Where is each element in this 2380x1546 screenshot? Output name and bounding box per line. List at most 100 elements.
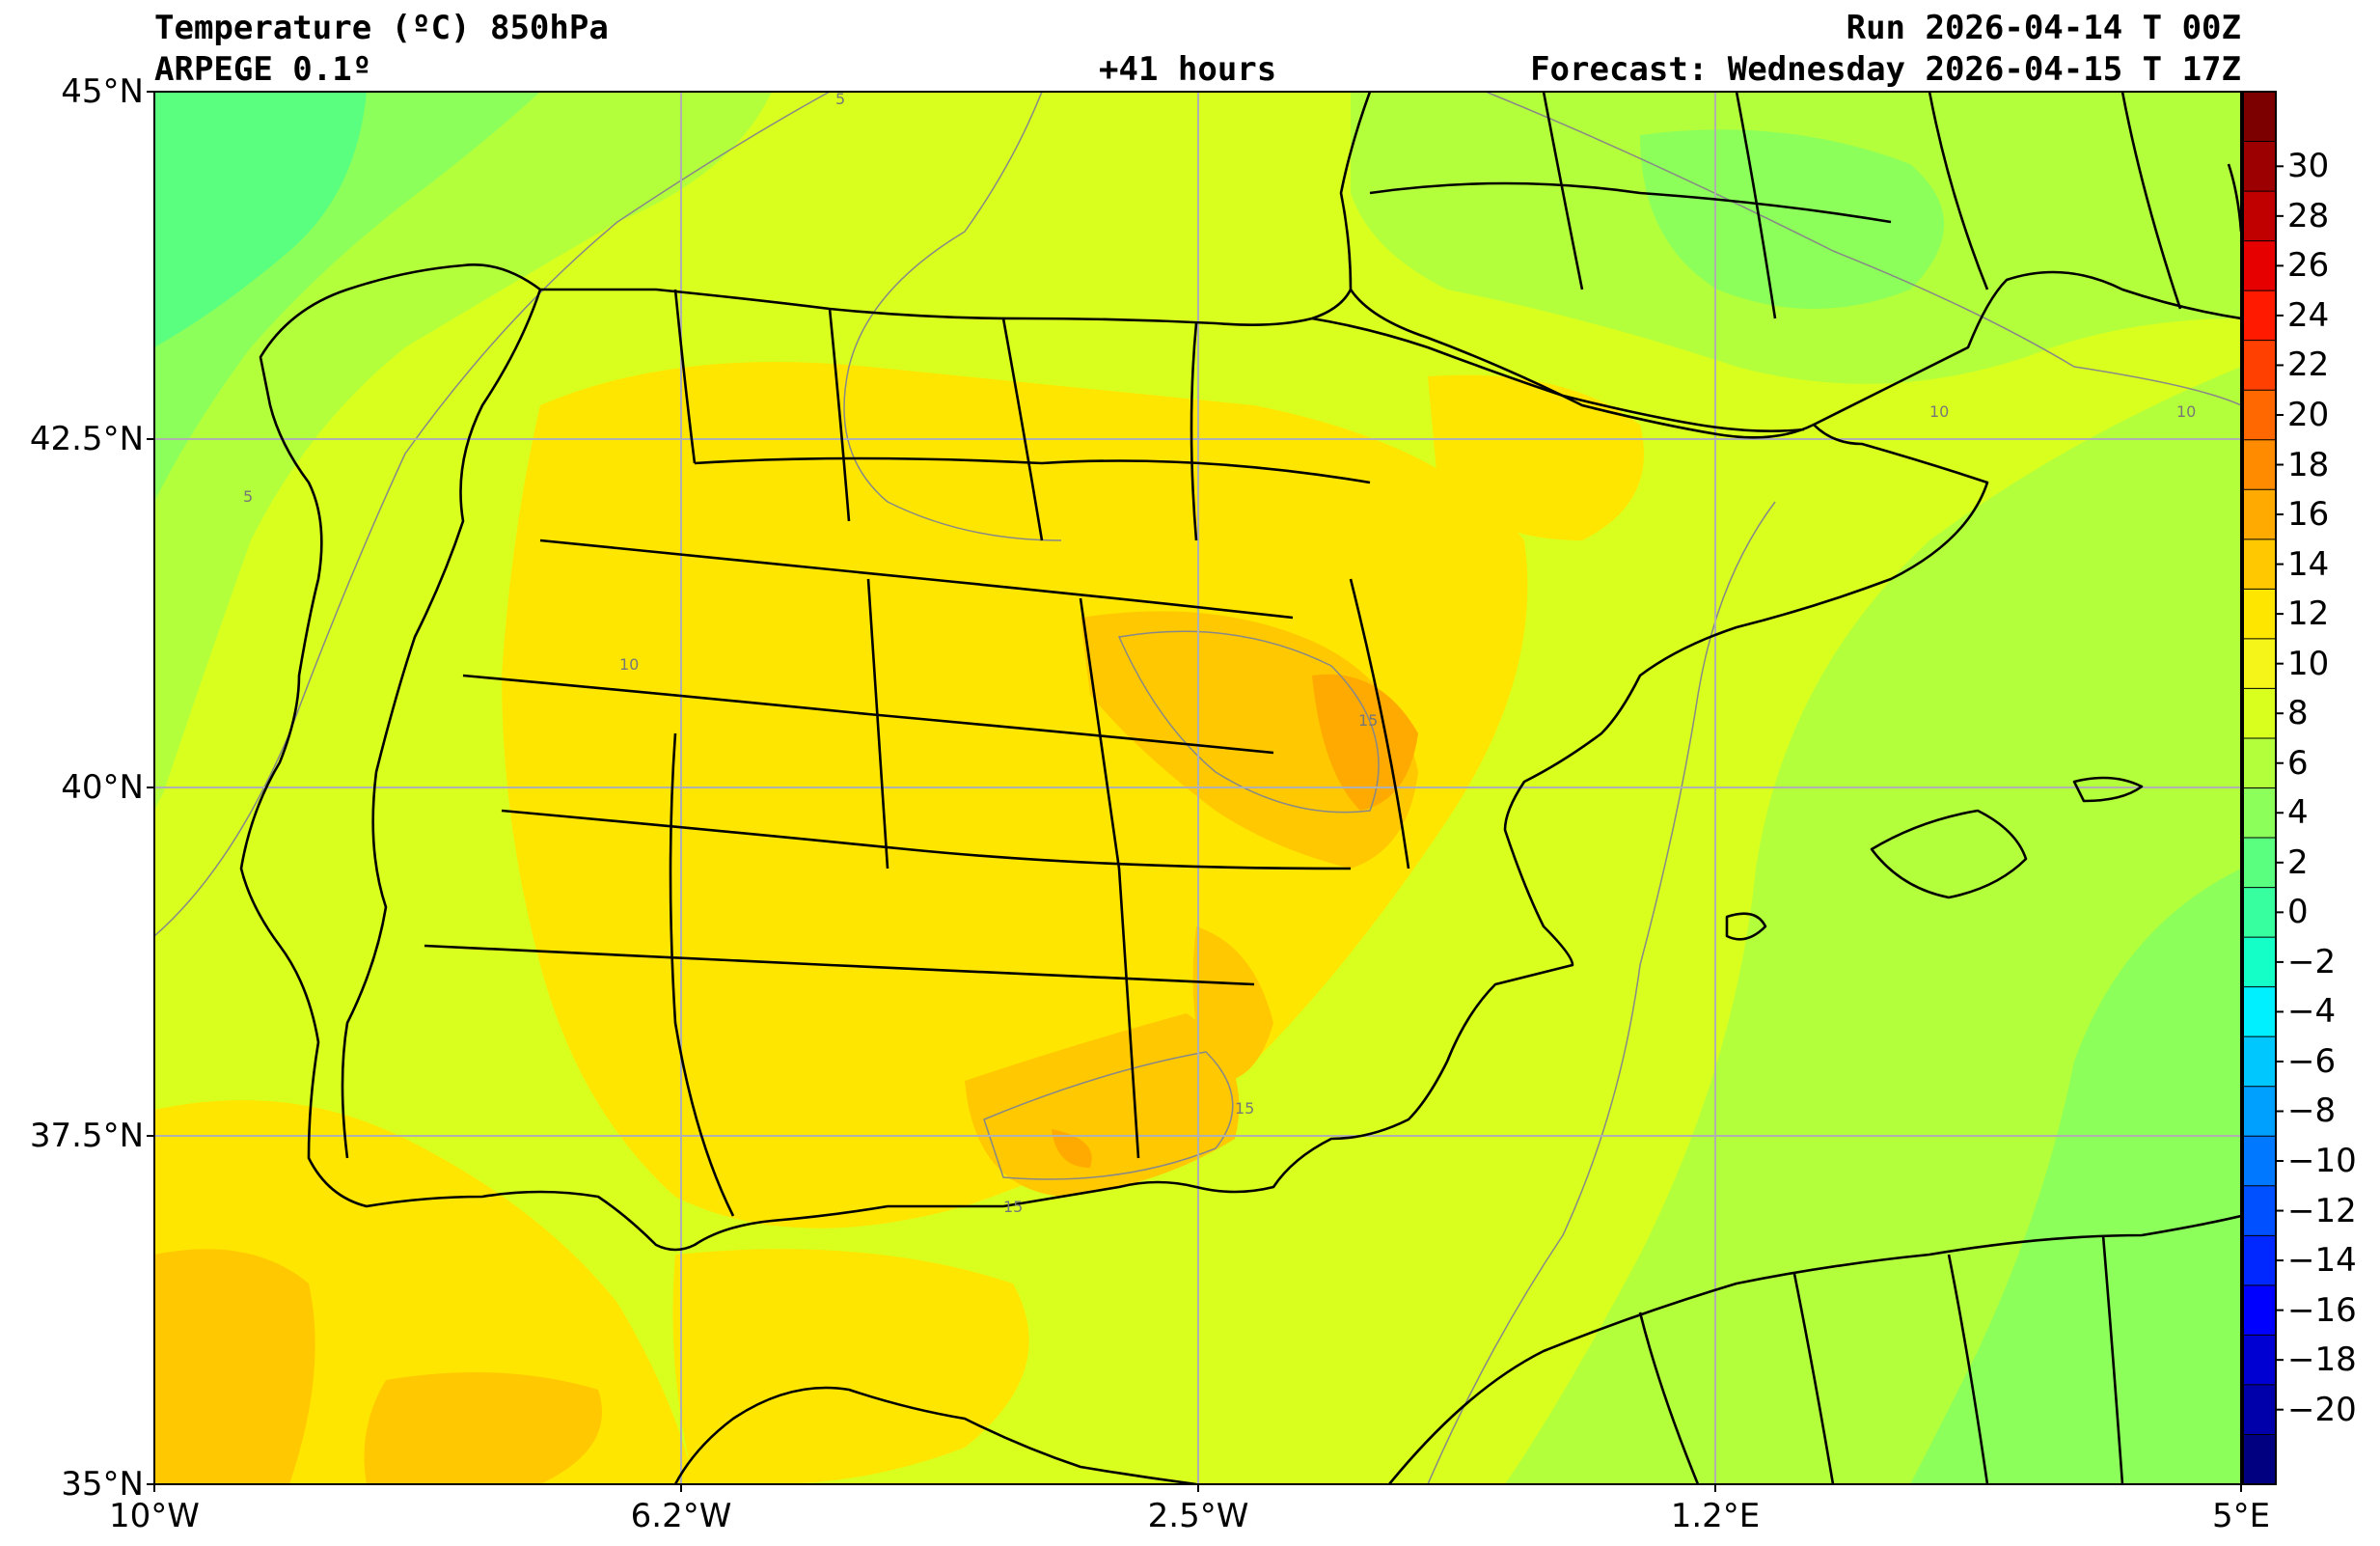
colorbar-label: −12 [2287, 1191, 2357, 1230]
lat-label: 37.5°N [29, 1117, 144, 1155]
lon-label: 6.2°W [630, 1497, 732, 1535]
colorbar-segment [2243, 1235, 2276, 1286]
colorbar-label: 14 [2287, 544, 2330, 584]
africa-coast [673, 1386, 1197, 1484]
colorbar-segment [2243, 1434, 2276, 1485]
colorbar-label: 2 [2287, 842, 2309, 882]
lat-label: 35°N [61, 1465, 144, 1504]
colorbar-label: 8 [2287, 694, 2309, 733]
axis-ticks [147, 91, 2242, 1492]
contour-label: 10 [1929, 402, 1949, 421]
colorbar-segment [2243, 538, 2276, 590]
mallorca [1870, 809, 2028, 899]
contour-label: 15 [1003, 1198, 1023, 1216]
field-hot-morocco [364, 1372, 602, 1484]
coastlines-borders [239, 92, 2241, 1484]
menorca [2072, 776, 2144, 803]
colorbar-label: −18 [2287, 1340, 2357, 1380]
lat-label: 40°N [61, 768, 144, 807]
france-regions [1369, 92, 2182, 319]
lead-time: +41 hours [1099, 50, 1277, 89]
colorbar-label: −16 [2287, 1290, 2357, 1330]
field-hotter-betic [1052, 1129, 1092, 1168]
colorbar-label: 30 [2287, 147, 2330, 186]
colorbar-segment [2243, 240, 2276, 291]
colorbar-label: 28 [2287, 196, 2330, 235]
colorbar-ticks [2276, 165, 2284, 1411]
colorbar-segment [2243, 340, 2276, 391]
field-hotter-core [1312, 674, 1418, 811]
colorbar-label: 6 [2287, 743, 2309, 783]
contour-15-betic [983, 1051, 1234, 1180]
colorbar-label: 16 [2287, 495, 2330, 535]
colorbar-segment [2243, 1036, 2276, 1088]
colorbar-segment [2243, 787, 2276, 839]
ibiza [1725, 912, 1767, 941]
colorbar-segment [2243, 290, 2276, 342]
algeria-borders [1638, 1234, 2124, 1484]
field-warm-morocco [672, 1249, 1029, 1484]
colorbar-segment [2243, 1384, 2276, 1436]
colorbar-label: 12 [2287, 594, 2330, 634]
colorbar-label: 18 [2287, 445, 2330, 484]
contour-label: 10 [2176, 402, 2196, 421]
colorbar-segment [2243, 191, 2276, 242]
lat-label: 42.5°N [29, 420, 144, 458]
colorbar-segment [2243, 688, 2276, 739]
colorbar-segment [2243, 638, 2276, 690]
contour-15-iberian [1117, 630, 1380, 814]
province-lines [424, 289, 1410, 1217]
colorbar-segment [2243, 390, 2276, 441]
colorbar-segment [2243, 141, 2276, 192]
pyrenees-border [1311, 317, 1805, 432]
forecast-time: Forecast: Wednesday 2026-04-15 T 17Z [1530, 50, 2241, 89]
field-coldest-nw [154, 92, 367, 347]
lat-label: 45°N [61, 72, 144, 111]
contour-10-north [843, 92, 1062, 541]
colorbar-label: 20 [2287, 395, 2330, 434]
colorbar-segment [2243, 589, 2276, 640]
colorbar-segment [2243, 1086, 2276, 1137]
colorbar-label: 24 [2287, 295, 2330, 335]
colorbar-segment [2243, 1284, 2276, 1336]
colorbar-segment [2243, 1335, 2276, 1386]
model-name: ARPEGE 0.1º [154, 50, 372, 89]
contour-label: 15 [1235, 1099, 1254, 1118]
colorbar-label: −6 [2287, 1041, 2337, 1081]
france-coast [1339, 92, 1372, 290]
colorbar-label: 26 [2287, 246, 2330, 286]
france-med-coast [1813, 270, 2241, 427]
lon-label: 5°E [2211, 1497, 2271, 1535]
field-warm-interior [502, 362, 1528, 1229]
field-warm-ebro [1428, 374, 1644, 540]
colorbar-segment [2243, 1136, 2276, 1187]
contour-label: 10 [619, 655, 639, 674]
colorbar-label: −10 [2287, 1142, 2357, 1181]
colorbar-label: −20 [2287, 1390, 2357, 1429]
title-variable: Temperature (ºC) 850hPa [154, 9, 609, 47]
colorbar [2243, 92, 2276, 1485]
contour-label: 5 [243, 487, 253, 506]
colorbar-segment [2243, 887, 2276, 938]
iberia-coast [239, 263, 1989, 1252]
lon-label: 2.5°W [1147, 1497, 1249, 1535]
algeria-coast [1387, 1214, 2241, 1484]
colorbar-label: −14 [2287, 1241, 2357, 1281]
colorbar-segment [2243, 838, 2276, 889]
colorbar-label: 4 [2287, 793, 2309, 833]
colorbar-label: 0 [2287, 893, 2309, 932]
contour-label: 5 [835, 90, 845, 108]
colorbar-segment [2243, 937, 2276, 988]
graticule [154, 92, 2241, 1484]
contour-10-med [1427, 501, 1776, 1484]
lon-label: 10°W [109, 1497, 200, 1535]
colorbar-label: −8 [2287, 1091, 2337, 1131]
colorbar-frame [2242, 91, 2277, 1485]
field-cooler-med [1910, 869, 2241, 1484]
colorbar-label: −4 [2287, 992, 2337, 1032]
field-hot-atlantic [154, 1249, 315, 1484]
field-hot-segura [1192, 926, 1273, 1083]
colorbar-segment [2243, 489, 2276, 540]
colorbar-segment [2243, 1185, 2276, 1236]
portugal-border [341, 289, 542, 1159]
